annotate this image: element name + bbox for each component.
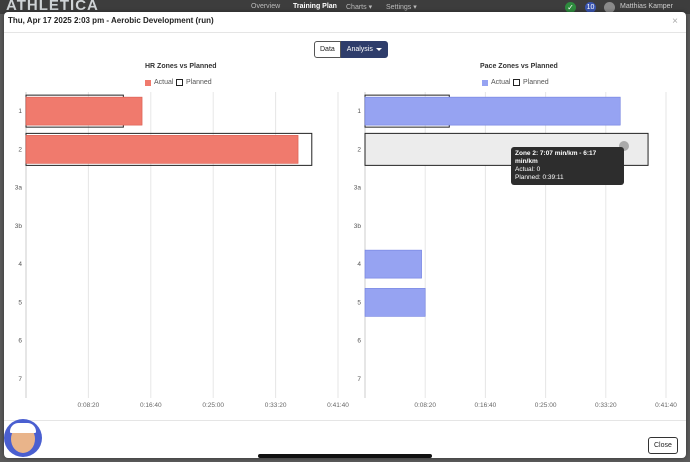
pace-chart-title: Pace Zones vs Planned: [480, 63, 558, 70]
chevron-down-icon: [375, 47, 382, 51]
view-toggle: Data Analysis: [314, 41, 388, 58]
coach-avatar[interactable]: [4, 419, 42, 457]
user-name[interactable]: Matthias Kamper: [620, 3, 673, 10]
pace-category-label: 2: [357, 146, 361, 153]
workout-modal: Thu, Apr 17 2025 2:03 pm - Aerobic Devel…: [4, 12, 686, 458]
pace-category-label: 3a: [354, 185, 362, 192]
tab-data[interactable]: Data: [314, 41, 341, 58]
pace-actual-swatch: [482, 79, 488, 86]
coach-cap: [10, 423, 36, 433]
tooltip-title: Zone 2: 7:07 min/km - 6:17 min/km: [515, 150, 597, 165]
tooltip-planned: Planned: 0:39:11: [515, 174, 564, 181]
hr-category-label: 6: [18, 338, 22, 345]
hr-actual-bar: [25, 96, 143, 126]
hr-category-label: 1: [18, 108, 22, 115]
charts-area: 0:08:20 0:16:40 0:25:00 0:33:20 0:41:40 1 2 3a 3…: [15, 92, 677, 409]
hr-x-tick-label: 0:33:20: [265, 402, 287, 409]
hr-category-label: 4: [18, 261, 22, 268]
hr-category-label: 7: [18, 376, 22, 383]
pace-category-label: 6: [357, 338, 361, 345]
brand-logo: ATHLETICA: [6, 0, 99, 14]
check-icon[interactable]: ✓: [565, 2, 576, 13]
hr-x-tick-label: 0:25:00: [202, 402, 224, 409]
hr-category-label: 3b: [15, 223, 23, 230]
pace-category-label: 7: [357, 376, 361, 383]
pace-planned-swatch: [513, 79, 520, 86]
hr-planned-swatch: [176, 79, 183, 86]
pace-category-label: 3b: [354, 223, 362, 230]
pace-legend-planned[interactable]: Planned: [513, 79, 549, 86]
hr-chart-title: HR Zones vs Planned: [145, 63, 217, 70]
user-avatar[interactable]: [604, 2, 615, 13]
hr-category-label: 2: [18, 146, 22, 153]
pace-actual-bar: [364, 288, 426, 317]
app-navbar: ATHLETICA Overview Training Plan Charts …: [0, 0, 690, 14]
pace-category-label: 5: [357, 299, 361, 306]
pace-x-tick-label: 0:08:20: [414, 402, 436, 409]
hr-category-label: 5: [18, 299, 22, 306]
home-indicator: [258, 454, 432, 458]
hr-category-label: 3a: [15, 185, 23, 192]
pace-legend-actual[interactable]: Actual: [482, 79, 510, 86]
pace-x-tick-label: 0:41:40: [655, 402, 677, 409]
hr-legend-planned[interactable]: Planned: [176, 79, 212, 86]
close-button[interactable]: Close: [648, 437, 678, 454]
modal-header: Thu, Apr 17 2025 2:03 pm - Aerobic Devel…: [4, 12, 686, 33]
nav-charts[interactable]: Charts ▾: [346, 4, 373, 11]
pace-x-tick-label: 0:25:00: [535, 402, 557, 409]
nav-training-plan[interactable]: Training Plan: [293, 3, 337, 10]
zone-tooltip: Zone 2: 7:07 min/km - 6:17 min/km Actual…: [511, 147, 624, 185]
tooltip-actual: Actual: 0: [515, 166, 541, 173]
pace-category-label: 4: [357, 261, 361, 268]
hr-legend-actual[interactable]: Actual: [145, 79, 173, 86]
pace-x-tick-label: 0:33:20: [595, 402, 617, 409]
hr-x-tick-label: 0:16:40: [140, 402, 162, 409]
hr-actual-bar: [25, 135, 299, 164]
hr-x-tick-label: 0:41:40: [327, 402, 349, 409]
pace-actual-bar: [364, 96, 621, 126]
hr-actual-swatch: [145, 79, 151, 86]
tab-analysis[interactable]: Analysis: [340, 41, 388, 58]
modal-title: Thu, Apr 17 2025 2:03 pm - Aerobic Devel…: [8, 16, 214, 25]
hr-x-tick-label: 0:08:20: [78, 402, 100, 409]
pace-actual-bar: [364, 249, 422, 279]
notification-badge[interactable]: 10: [585, 2, 596, 13]
nav-settings[interactable]: Settings ▾: [386, 4, 417, 11]
pace-x-tick-label: 0:16:40: [475, 402, 497, 409]
pace-category-label: 1: [357, 108, 361, 115]
nav-overview[interactable]: Overview: [251, 3, 281, 10]
modal-footer-divider: [4, 420, 686, 421]
close-icon[interactable]: ×: [672, 16, 678, 27]
